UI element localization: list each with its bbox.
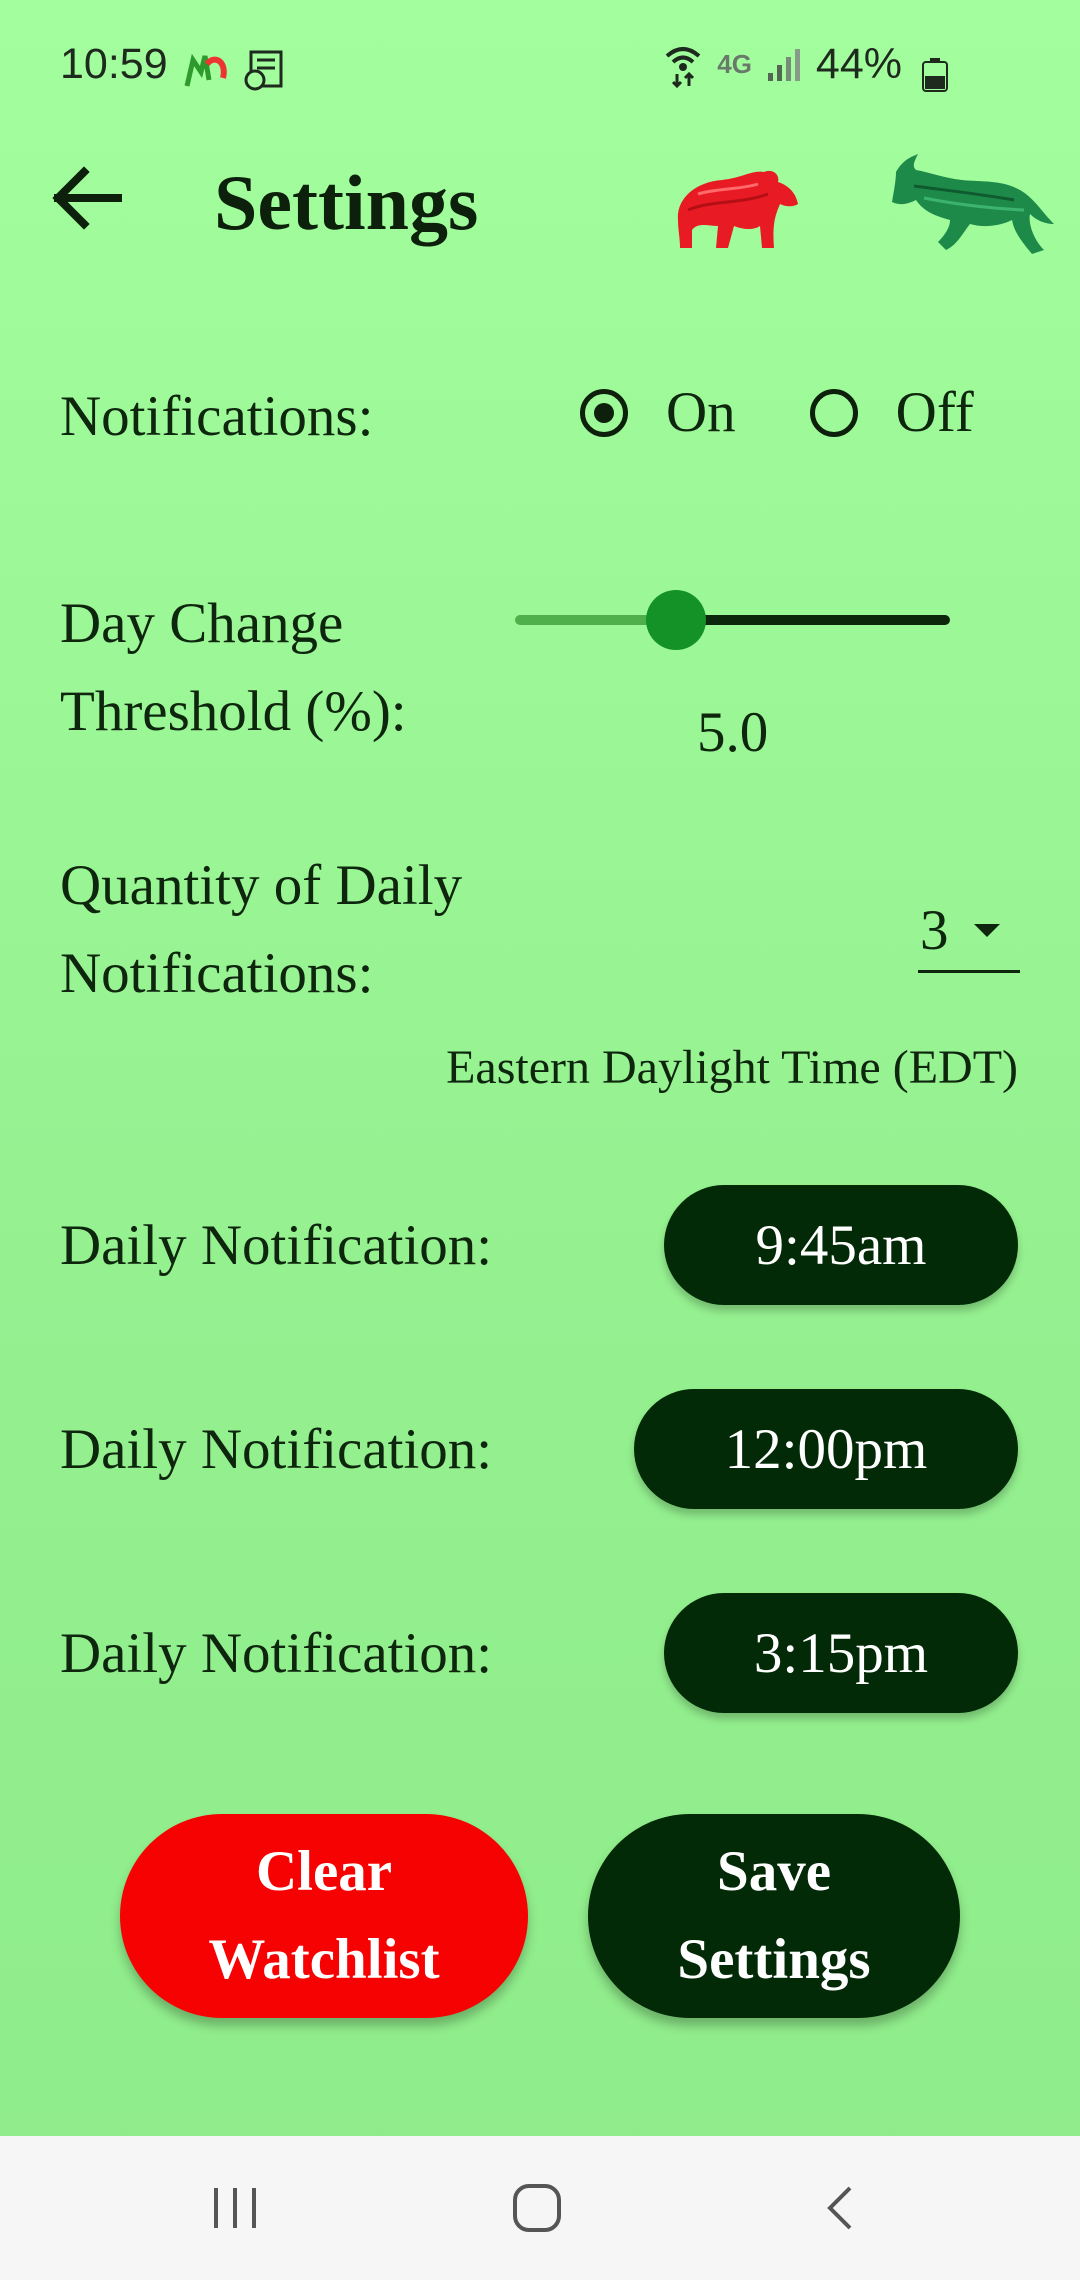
quantity-dropdown[interactable]: 3 xyxy=(918,890,1020,973)
home-icon xyxy=(513,2184,561,2232)
threshold-value: 5.0 xyxy=(697,701,769,764)
radio-off-circle[interactable] xyxy=(809,388,858,437)
save-button-line1: Save xyxy=(717,1840,831,1903)
wifi-calling-icon xyxy=(665,46,701,88)
status-time: 10:59 xyxy=(60,40,168,88)
bear-logo xyxy=(677,170,798,248)
dropdown-arrow-icon xyxy=(974,923,1000,937)
radio-on-circle[interactable] xyxy=(580,388,628,437)
daily-notification-label-2: Daily Notification: xyxy=(60,1418,493,1481)
clear-button-line1: Clear xyxy=(255,1840,393,1903)
time-picker-button-2[interactable]: 12:00pm xyxy=(634,1389,1018,1509)
notification-icons xyxy=(183,48,287,92)
notifications-radio-group: On Off xyxy=(580,380,974,445)
radio-on-label: On xyxy=(666,381,736,444)
timezone-label: Eastern Daylight Time (EDT) xyxy=(446,1041,1018,1094)
back-button[interactable] xyxy=(46,158,126,238)
radio-off[interactable]: Off xyxy=(809,380,974,445)
slider-thumb[interactable] xyxy=(646,590,706,650)
recent-apps-button[interactable] xyxy=(155,2136,315,2280)
time-picker-button-3[interactable]: 3:15pm xyxy=(664,1593,1018,1713)
network-type: 4G xyxy=(717,49,752,79)
radio-off-label: Off xyxy=(895,381,974,444)
clear-button-line2: Watchlist xyxy=(208,1928,440,1991)
slider-track xyxy=(676,615,950,625)
radio-on[interactable]: On xyxy=(580,380,736,445)
save-settings-button[interactable]: Save Settings xyxy=(588,1814,960,2018)
bull-logo xyxy=(892,154,1054,254)
arrow-left-icon xyxy=(52,166,122,230)
back-nav-button[interactable] xyxy=(759,2136,919,2280)
daily-notification-label-1: Daily Notification: xyxy=(60,1214,493,1277)
battery-percent: 44% xyxy=(815,40,902,88)
recent-apps-icon xyxy=(214,2188,256,2228)
signal-icon xyxy=(767,48,800,81)
slider-track-active xyxy=(515,615,676,625)
system-nav-bar xyxy=(0,2136,1080,2280)
save-button-line2: Settings xyxy=(677,1928,871,1991)
status-right: 4G 44% xyxy=(663,40,902,89)
threshold-slider[interactable] xyxy=(515,590,950,650)
page-title: Settings xyxy=(214,159,479,246)
stock-app-icon xyxy=(184,53,227,87)
home-button[interactable] xyxy=(457,2136,617,2280)
threshold-label: Day Change Threshold (%): xyxy=(60,592,407,743)
quantity-label: Quantity of Daily Notifications: xyxy=(60,854,463,1005)
notifications-label: Notifications: xyxy=(60,385,374,448)
daily-notification-label-3: Daily Notification: xyxy=(60,1622,493,1685)
clear-watchlist-button[interactable]: Clear Watchlist xyxy=(120,1814,528,2018)
task-icon xyxy=(244,50,283,91)
back-nav-icon xyxy=(827,2186,852,2230)
quantity-value: 3 xyxy=(920,898,949,962)
time-picker-button-1[interactable]: 9:45am xyxy=(664,1185,1018,1305)
battery-icon xyxy=(922,58,948,92)
